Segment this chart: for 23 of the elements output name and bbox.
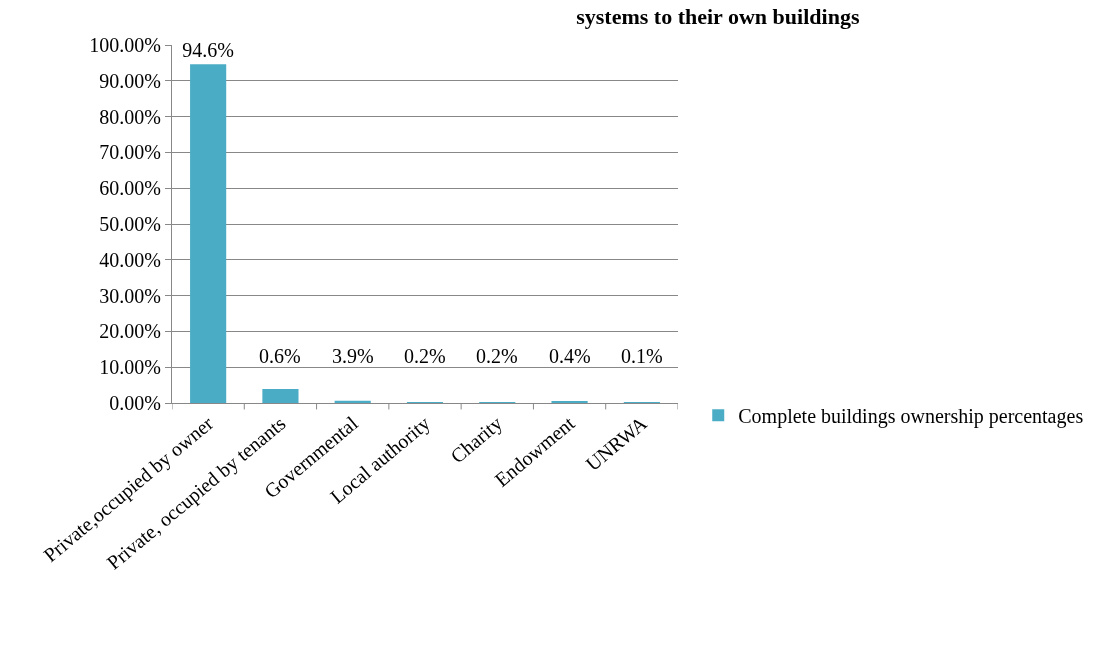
- y-tick-label: 100.00%: [89, 34, 161, 56]
- bar: [190, 64, 227, 403]
- annotation: 0.2%: [476, 345, 518, 367]
- annotation: 0.2%: [404, 345, 446, 367]
- y-tick-label: 80.00%: [99, 105, 161, 128]
- y-tick-label: 60.00%: [99, 177, 161, 200]
- legend-label: Complete buildings ownership percentages: [738, 405, 1084, 429]
- bar: [262, 389, 299, 403]
- bar: [334, 400, 371, 403]
- chart-title: systems to their own buildings: [576, 3, 860, 29]
- y-tick-label: 10.00%: [99, 356, 161, 379]
- annotation: 0.6%: [259, 345, 301, 367]
- data-label: 94.6%: [182, 39, 234, 62]
- annotation: 0.4%: [549, 345, 591, 367]
- annotation: 0.1%: [621, 345, 663, 367]
- y-tick-label: 50.00%: [99, 213, 161, 235]
- y-tick-label: 0.00%: [109, 392, 161, 414]
- y-tick-label: 70.00%: [99, 141, 161, 164]
- y-tick-label: 40.00%: [99, 248, 161, 271]
- y-tick-label: 30.00%: [99, 284, 161, 307]
- y-tick-label: 20.00%: [99, 320, 161, 343]
- y-tick-label: 90.00%: [99, 69, 161, 92]
- annotation: 3.9%: [332, 345, 374, 367]
